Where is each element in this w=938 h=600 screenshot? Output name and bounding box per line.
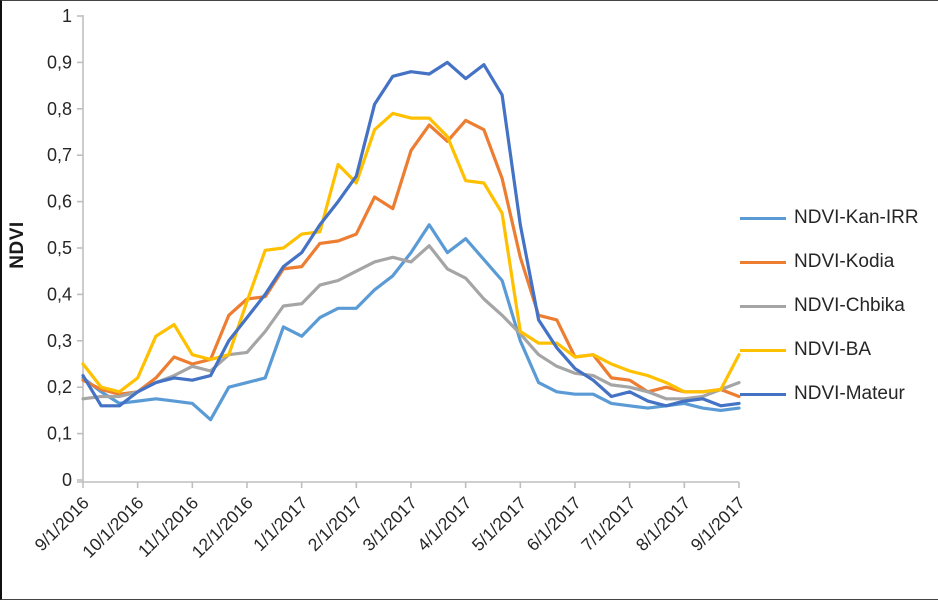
legend-swatch [740, 348, 786, 352]
legend-label: NDVI-Mateur [794, 383, 905, 404]
y-tick-label: 0,8 [47, 99, 72, 119]
y-tick-label: 0 [62, 470, 72, 490]
legend-swatch [740, 304, 786, 308]
y-tick-label: 0,9 [47, 52, 72, 72]
legend-label: NDVI-Chbika [794, 295, 905, 316]
legend-item-NDVI-Mateur[interactable]: NDVI-Mateur [740, 383, 905, 405]
legend-label: NDVI-Kodia [794, 251, 895, 272]
legend-item-NDVI-Chbika[interactable]: NDVI-Chbika [740, 295, 905, 317]
x-tick-label: 5/1/2017 [468, 493, 530, 555]
legend-swatch [740, 216, 786, 220]
x-tick-label: 6/1/2017 [523, 493, 585, 555]
series-line-NDVI-Kan-IRR [81, 223, 741, 422]
legend-item-NDVI-BA[interactable]: NDVI-BA [740, 339, 871, 361]
series-line-NDVI-BA [81, 111, 741, 394]
legend-item-NDVI-Kodia[interactable]: NDVI-Kodia [740, 251, 894, 273]
series-line-NDVI-Chbika [81, 244, 741, 401]
x-tick-label: 2/1/2017 [304, 493, 366, 555]
x-tick-label: 8/1/2017 [632, 493, 694, 555]
y-tick-label: 0,3 [47, 331, 72, 351]
series-line-NDVI-Mateur [81, 60, 741, 408]
y-tick-label: 1 [62, 6, 72, 26]
y-tick-label: 0,1 [47, 424, 72, 444]
legend-swatch [740, 260, 786, 264]
legend-item-NDVI-Kan-IRR[interactable]: NDVI-Kan-IRR [740, 207, 919, 229]
y-tick-label: 0,5 [47, 238, 72, 258]
y-tick-label: 0,2 [47, 377, 72, 397]
x-tick-label: 9/1/2017 [687, 493, 749, 555]
legend-label: NDVI-Kan-IRR [794, 207, 919, 228]
y-tick-label: 0,7 [47, 145, 72, 165]
x-tick-label: 1/1/2017 [249, 493, 311, 555]
legend-swatch [740, 392, 786, 396]
x-tick-label: 3/1/2017 [359, 493, 421, 555]
legend-label: NDVI-BA [794, 339, 872, 360]
y-tick-label: 0,4 [47, 284, 72, 304]
x-tick-label: 4/1/2017 [413, 493, 475, 555]
y-tick-label: 0,6 [47, 192, 72, 212]
series-line-NDVI-Kodia [81, 118, 741, 399]
x-tick-label: 7/1/2017 [577, 493, 639, 555]
